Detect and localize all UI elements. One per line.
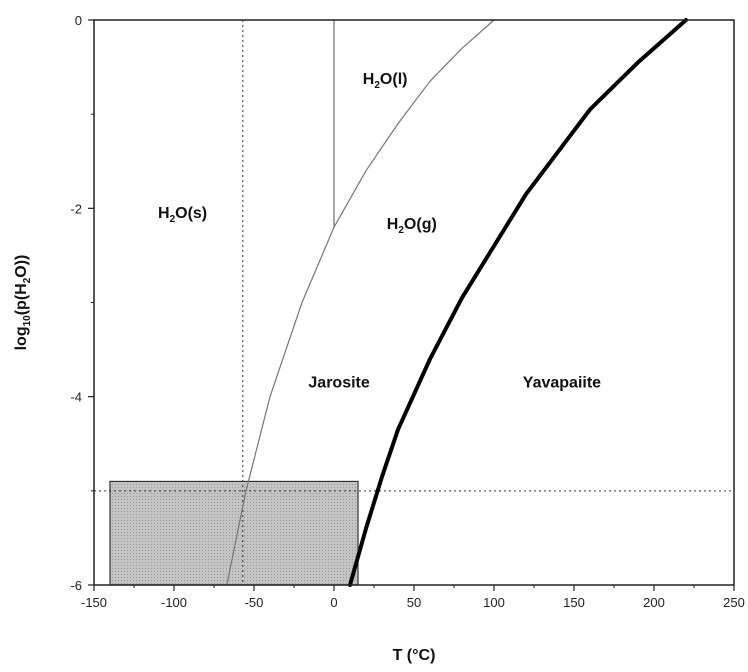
x-tick-label: 50: [407, 595, 421, 610]
y-axis-subscript: 10: [22, 315, 33, 327]
y-axis-subscript: 2: [22, 277, 33, 283]
region-label-h2o-liquid: H2O(l): [363, 71, 408, 91]
region-label-yavapaiite: Yavapaiite: [523, 374, 601, 391]
region-label-subscript: 2: [374, 80, 380, 91]
region-label-h2o-gas: H2O(g): [387, 216, 437, 236]
shaded-region: [109, 480, 359, 586]
x-axis-title: T (°C): [393, 647, 436, 664]
series-thin-curve: [226, 19, 495, 586]
region-label-jarosite: Jarosite: [308, 374, 369, 391]
y-tick-label: -4: [70, 390, 82, 405]
region-label-subscript: 2: [398, 225, 404, 236]
x-tick-label: -150: [81, 595, 107, 610]
x-tick-label: 150: [563, 595, 585, 610]
series-thick-curve: [348, 18, 688, 587]
region-label-h2o-solid: H2O(s): [158, 205, 207, 225]
region-label-subscript: 2: [170, 214, 176, 225]
x-tick-label: -50: [245, 595, 264, 610]
x-tick-label: 100: [483, 595, 505, 610]
y-axis-text: log: [13, 326, 30, 350]
x-tick-label: 250: [723, 595, 745, 610]
region-label-text: O(l): [380, 71, 408, 88]
y-axis-text: (p(H: [13, 283, 30, 315]
region-label-text: Yavapaiite: [523, 374, 601, 391]
region-label-text: O(s): [175, 205, 207, 222]
region-label-text: H: [363, 71, 375, 88]
y-tick-label: 0: [75, 13, 82, 28]
y-tick-label: -6: [70, 578, 82, 593]
x-tick-label: -100: [161, 595, 187, 610]
x-tick-label: 0: [330, 595, 337, 610]
y-axis-title: log10(p(H2O)): [13, 255, 33, 351]
y-axis-text: O)): [13, 255, 30, 278]
y-tick-label: -2: [70, 201, 82, 216]
region-label-text: Jarosite: [308, 374, 369, 391]
region-label-text: H: [387, 216, 399, 233]
region-label-text: H: [158, 205, 170, 222]
x-tick-label: 200: [643, 595, 665, 610]
region-label-text: O(g): [404, 216, 437, 233]
